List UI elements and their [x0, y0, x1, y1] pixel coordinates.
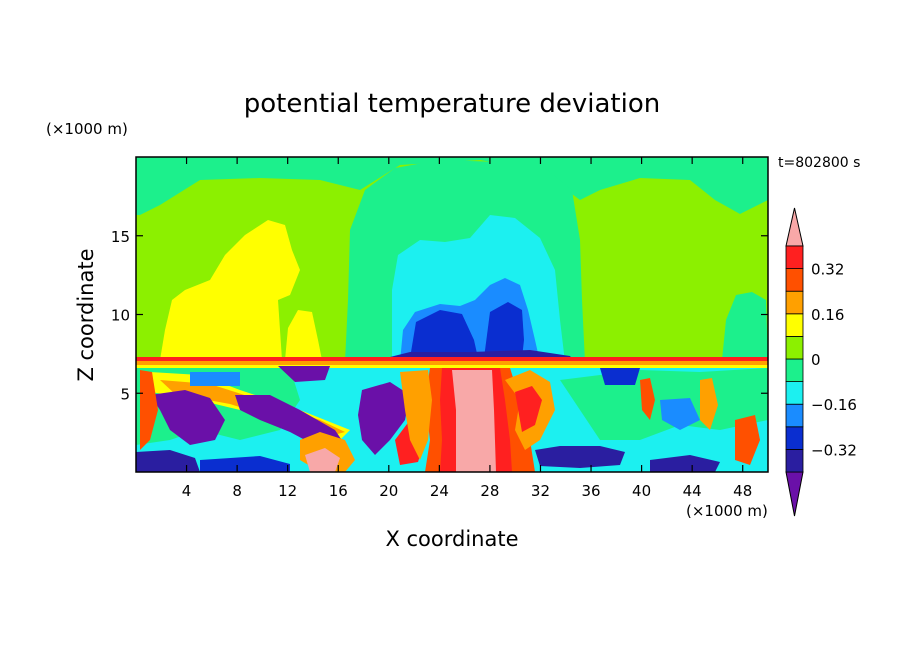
left-blue-speckle [190, 372, 240, 386]
x-tick-label: 12 [278, 482, 297, 500]
right-warm-plume [722, 292, 768, 360]
left-warm-plume-b [285, 310, 322, 360]
colorbar-segment [785, 403, 804, 428]
colorbar-tick-label: 0 [811, 351, 821, 369]
x-tick-label: 32 [531, 482, 550, 500]
inversion-line-red [136, 357, 768, 361]
colorbar-tick-label: −0.16 [811, 396, 857, 414]
x-tick-label: 16 [329, 482, 348, 500]
y-axis-ticks: 5 10 15 [111, 228, 768, 403]
core-cold-cell-right [484, 302, 524, 358]
x-tick-label: 20 [379, 482, 398, 500]
right-orange-speckle-2 [700, 378, 718, 430]
colorbar-tick-label: 0.16 [811, 306, 844, 324]
upper-green-band [136, 157, 768, 215]
colorbar-segment [785, 426, 804, 450]
right-blue-speckle-1 [600, 368, 640, 385]
right-orange-speckle-1 [640, 378, 655, 420]
right-orange-speckle-3 [735, 415, 760, 465]
lower-blue-patch-left [200, 456, 290, 472]
central-side-swirl-left [400, 370, 432, 460]
y-tick-label: 5 [120, 385, 130, 403]
colorbar-segment [785, 448, 804, 473]
colorbar-segment [785, 335, 804, 360]
x-tick-label: 36 [581, 482, 600, 500]
colorbar-extend-min [785, 471, 804, 517]
colorbar-segment [785, 245, 804, 270]
lower-blue-band-left [136, 450, 200, 472]
contour-field [136, 157, 768, 472]
lower-purple-swirl-3 [278, 366, 330, 382]
right-warm-patch [600, 332, 700, 360]
y-tick-label: 10 [111, 307, 130, 325]
x-axis-label: X coordinate [385, 527, 518, 551]
right-blue-band [535, 446, 625, 468]
y-tick-label: 15 [111, 228, 130, 246]
inversion-line-yellow [136, 365, 768, 368]
inversion-line-orange [136, 361, 768, 365]
x-tick-label: 24 [430, 482, 449, 500]
lower-pink-streak-2 [305, 448, 340, 472]
x-tick-label: 28 [480, 482, 499, 500]
x-tick-label: 48 [733, 482, 752, 500]
x-tick-label: 40 [632, 482, 651, 500]
time-label: t=802800 s [778, 155, 860, 171]
x-tick-label: 8 [232, 482, 242, 500]
chart-title: potential temperature deviation [244, 89, 660, 119]
y-axis-label: Z coordinate [74, 248, 98, 381]
y-unit-label: (×1000 m) [46, 120, 128, 138]
colorbar-segment [785, 313, 804, 337]
colorbar-segment [785, 358, 804, 383]
colorbar-tick-label: 0.32 [811, 261, 844, 279]
lower-purple-swirl-1 [150, 390, 225, 445]
right-blue-speckle-2 [660, 398, 700, 430]
central-side-swirl-right-red [515, 386, 542, 432]
x-tick-label: 4 [182, 482, 192, 500]
colorbar: 0.32 0.16 0 −0.16 −0.32 [785, 207, 857, 517]
right-blue-band-2 [650, 455, 720, 472]
colorbar-segment [785, 381, 804, 405]
x-axis-ticks: 4 8 12 16 20 24 28 32 36 40 44 48 [182, 157, 752, 500]
lower-orange-left-column [140, 370, 158, 450]
colorbar-segment [785, 290, 804, 315]
central-warm-column-core [452, 370, 496, 472]
x-tick-label: 44 [683, 482, 702, 500]
colorbar-tick-label: −0.32 [811, 441, 857, 459]
core-cold-cell-left [410, 310, 478, 358]
lower-purple-swirl-4 [358, 382, 410, 455]
colorbar-segment [785, 268, 804, 292]
x-unit-label: (×1000 m) [686, 502, 768, 520]
colorbar-extend-max [785, 207, 804, 247]
left-warm-plume [160, 220, 300, 360]
